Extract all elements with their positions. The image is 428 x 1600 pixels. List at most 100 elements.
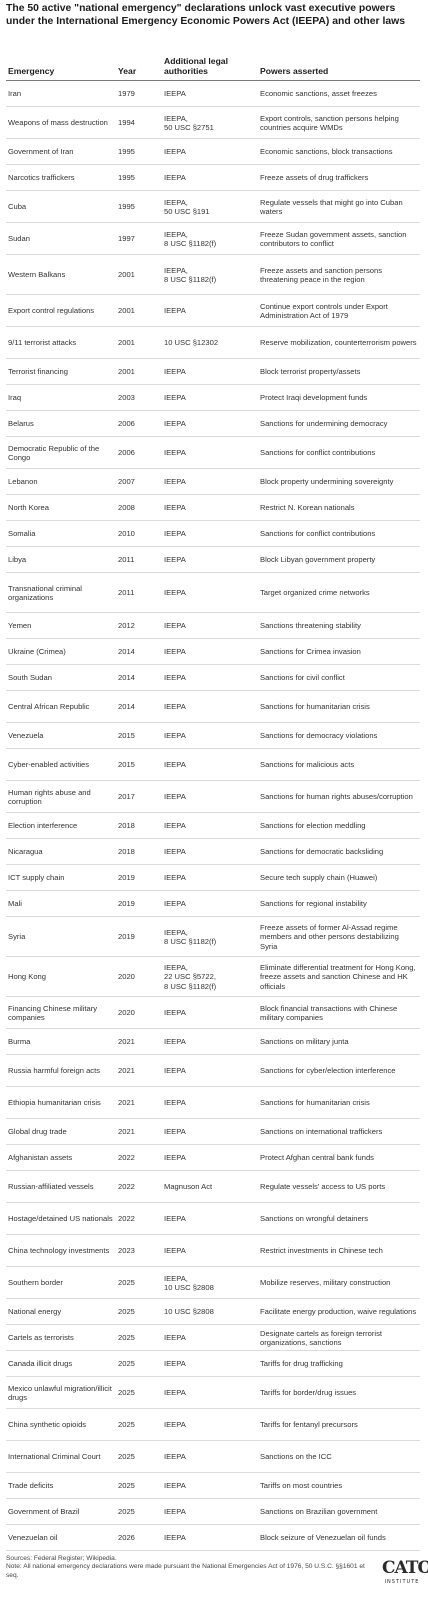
table-row: International Criminal Court 2025 IEEPA San… xyxy=(6,1440,420,1473)
emergency-cell: Southern border xyxy=(6,1266,116,1299)
authorities-cell: IEEPA xyxy=(162,494,258,521)
authorities-cell: IEEPA xyxy=(162,572,258,613)
emergency-cell: Venezuelan oil xyxy=(6,1524,116,1551)
table-row: Global drug trade 2021 IEEPA Sanctions on i… xyxy=(6,1118,420,1145)
year-cell: 2025 xyxy=(116,1324,162,1351)
powers-cell: Sanctions for conflict contributions xyxy=(258,436,420,469)
powers-cell: Sanctions for conflict contributions xyxy=(258,520,420,547)
authorities-cell: 10 USC §12302 xyxy=(162,326,258,359)
emergency-cell: Central African Republic xyxy=(6,690,116,723)
authorities-cell: IEEPA xyxy=(162,1498,258,1525)
table-row: Cartels as terrorists 2025 IEEPA Designate … xyxy=(6,1324,420,1351)
year-cell: 2020 xyxy=(116,956,162,997)
emergency-cell: Somalia xyxy=(6,520,116,547)
authorities-cell: IEEPA, 8 USC §1182(f) xyxy=(162,916,258,957)
year-cell: 1979 xyxy=(116,80,162,107)
table-body: Iran 1979 IEEPA Economic sanctions, asset f… xyxy=(6,80,420,1551)
powers-cell: Sanctions for Crimea invasion xyxy=(258,638,420,665)
powers-cell: Secure tech supply chain (Huawei) xyxy=(258,864,420,891)
emergency-cell: Western Balkans xyxy=(6,254,116,295)
powers-cell: Export controls, sanction persons helpin… xyxy=(258,106,420,139)
authorities-cell: IEEPA xyxy=(162,890,258,917)
authorities-cell: IEEPA xyxy=(162,520,258,547)
emergency-cell: Trade deficits xyxy=(6,1472,116,1499)
column-header-authorities: Additional legal authorities xyxy=(162,42,258,81)
table-row: Southern border 2025 IEEPA, 10 USC §2808 Mob… xyxy=(6,1266,420,1299)
year-cell: 2025 xyxy=(116,1408,162,1441)
table-row: Democratic Republic of the Congo 2006 IEEP… xyxy=(6,436,420,469)
year-cell: 2025 xyxy=(116,1472,162,1499)
authorities-cell: IEEPA, 8 USC §1182(f) xyxy=(162,222,258,255)
emergency-cell: ICT supply chain xyxy=(6,864,116,891)
powers-cell: Block Libyan government property xyxy=(258,546,420,573)
year-cell: 2001 xyxy=(116,294,162,327)
emergency-cell: Weapons of mass destruction xyxy=(6,106,116,139)
authorities-cell: IEEPA xyxy=(162,384,258,411)
logo-subtitle: INSTITUTE xyxy=(384,1579,420,1585)
year-cell: 2014 xyxy=(116,638,162,665)
emergency-cell: Lebanon xyxy=(6,468,116,495)
year-cell: 2022 xyxy=(116,1144,162,1171)
table-row: Western Balkans 2001 IEEPA, 8 USC §1182(f) F… xyxy=(6,254,420,295)
year-cell: 2018 xyxy=(116,812,162,839)
powers-cell: Sanctions for regional instability xyxy=(258,890,420,917)
logo-mark: CATO xyxy=(382,1558,428,1578)
powers-cell: Freeze assets of drug traffickers xyxy=(258,164,420,191)
table-row: Canada illicit drugs 2025 IEEPA Tariffs for… xyxy=(6,1350,420,1377)
powers-cell: Sanctions for democracy violations xyxy=(258,722,420,749)
year-cell: 2011 xyxy=(116,546,162,573)
emergency-cell: Iran xyxy=(6,80,116,107)
powers-cell: Block financial transactions with Chines… xyxy=(258,996,420,1029)
emergencies-table: Emergency Year Additional legal authorit… xyxy=(6,42,420,1551)
year-cell: 2025 xyxy=(116,1298,162,1325)
year-cell: 2026 xyxy=(116,1524,162,1551)
year-cell: 2018 xyxy=(116,838,162,865)
table-row: Russia harmful foreign acts 2021 IEEPA Sanc… xyxy=(6,1054,420,1087)
powers-cell: Restrict N. Korean nationals xyxy=(258,494,420,521)
emergency-cell: North Korea xyxy=(6,494,116,521)
authorities-cell: IEEPA xyxy=(162,690,258,723)
emergency-cell: International Criminal Court xyxy=(6,1440,116,1473)
table-row: South Sudan 2014 IEEPA Sanctions for civil … xyxy=(6,664,420,691)
authorities-cell: IEEPA xyxy=(162,1144,258,1171)
powers-cell: Block seizure of Venezuelan oil funds xyxy=(258,1524,420,1551)
year-cell: 1995 xyxy=(116,164,162,191)
table-row: Cyber-enabled activities 2015 IEEPA Sanctio… xyxy=(6,748,420,781)
authorities-cell: IEEPA xyxy=(162,780,258,813)
powers-cell: Protect Afghan central bank funds xyxy=(258,1144,420,1171)
powers-cell: Block terrorist property/assets xyxy=(258,358,420,385)
year-cell: 2025 xyxy=(116,1440,162,1473)
emergency-cell: Canada illicit drugs xyxy=(6,1350,116,1377)
table-row: Ethiopia humanitarian crisis 2021 IEEPA San… xyxy=(6,1086,420,1119)
emergency-cell: China synthetic opioids xyxy=(6,1408,116,1441)
emergency-cell: Ethiopia humanitarian crisis xyxy=(6,1086,116,1119)
table-row: Narcotics traffickers 1995 IEEPA Freeze ass… xyxy=(6,164,420,191)
column-header-powers: Powers asserted xyxy=(258,42,420,81)
year-cell: 2020 xyxy=(116,996,162,1029)
table-row: 9/11 terrorist attacks 2001 10 USC §12302 R… xyxy=(6,326,420,359)
year-cell: 2021 xyxy=(116,1086,162,1119)
year-cell: 2022 xyxy=(116,1202,162,1235)
emergency-cell: Venezuela xyxy=(6,722,116,749)
emergency-cell: Democratic Republic of the Congo xyxy=(6,436,116,469)
year-cell: 2019 xyxy=(116,890,162,917)
year-cell: 2019 xyxy=(116,916,162,957)
table-row: Hong Kong 2020 IEEPA, 22 USC §5722, 8 USC §1… xyxy=(6,956,420,997)
methodology-note: Note: All national emergency declaration… xyxy=(6,1563,365,1579)
table-row: Government of Iran 1995 IEEPA Economic sanc… xyxy=(6,138,420,165)
table-row: Transnational criminal organizations 2011… xyxy=(6,572,420,613)
year-cell: 2001 xyxy=(116,254,162,295)
year-cell: 2021 xyxy=(116,1054,162,1087)
emergency-cell: Ukraine (Crimea) xyxy=(6,638,116,665)
emergency-cell: Mali xyxy=(6,890,116,917)
table-row: Mexico unlawful migration/illicit drugs 2… xyxy=(6,1376,420,1409)
emergency-cell: Belarus xyxy=(6,410,116,437)
authorities-cell: IEEPA, 50 USC §2751 xyxy=(162,106,258,139)
powers-cell: Freeze Sudan government assets, sanction… xyxy=(258,222,420,255)
year-cell: 2025 xyxy=(116,1266,162,1299)
emergency-cell: National energy xyxy=(6,1298,116,1325)
authorities-cell: IEEPA xyxy=(162,722,258,749)
powers-cell: Sanctions on wrongful detainers xyxy=(258,1202,420,1235)
year-cell: 2012 xyxy=(116,612,162,639)
authorities-cell: Magnuson Act xyxy=(162,1170,258,1203)
